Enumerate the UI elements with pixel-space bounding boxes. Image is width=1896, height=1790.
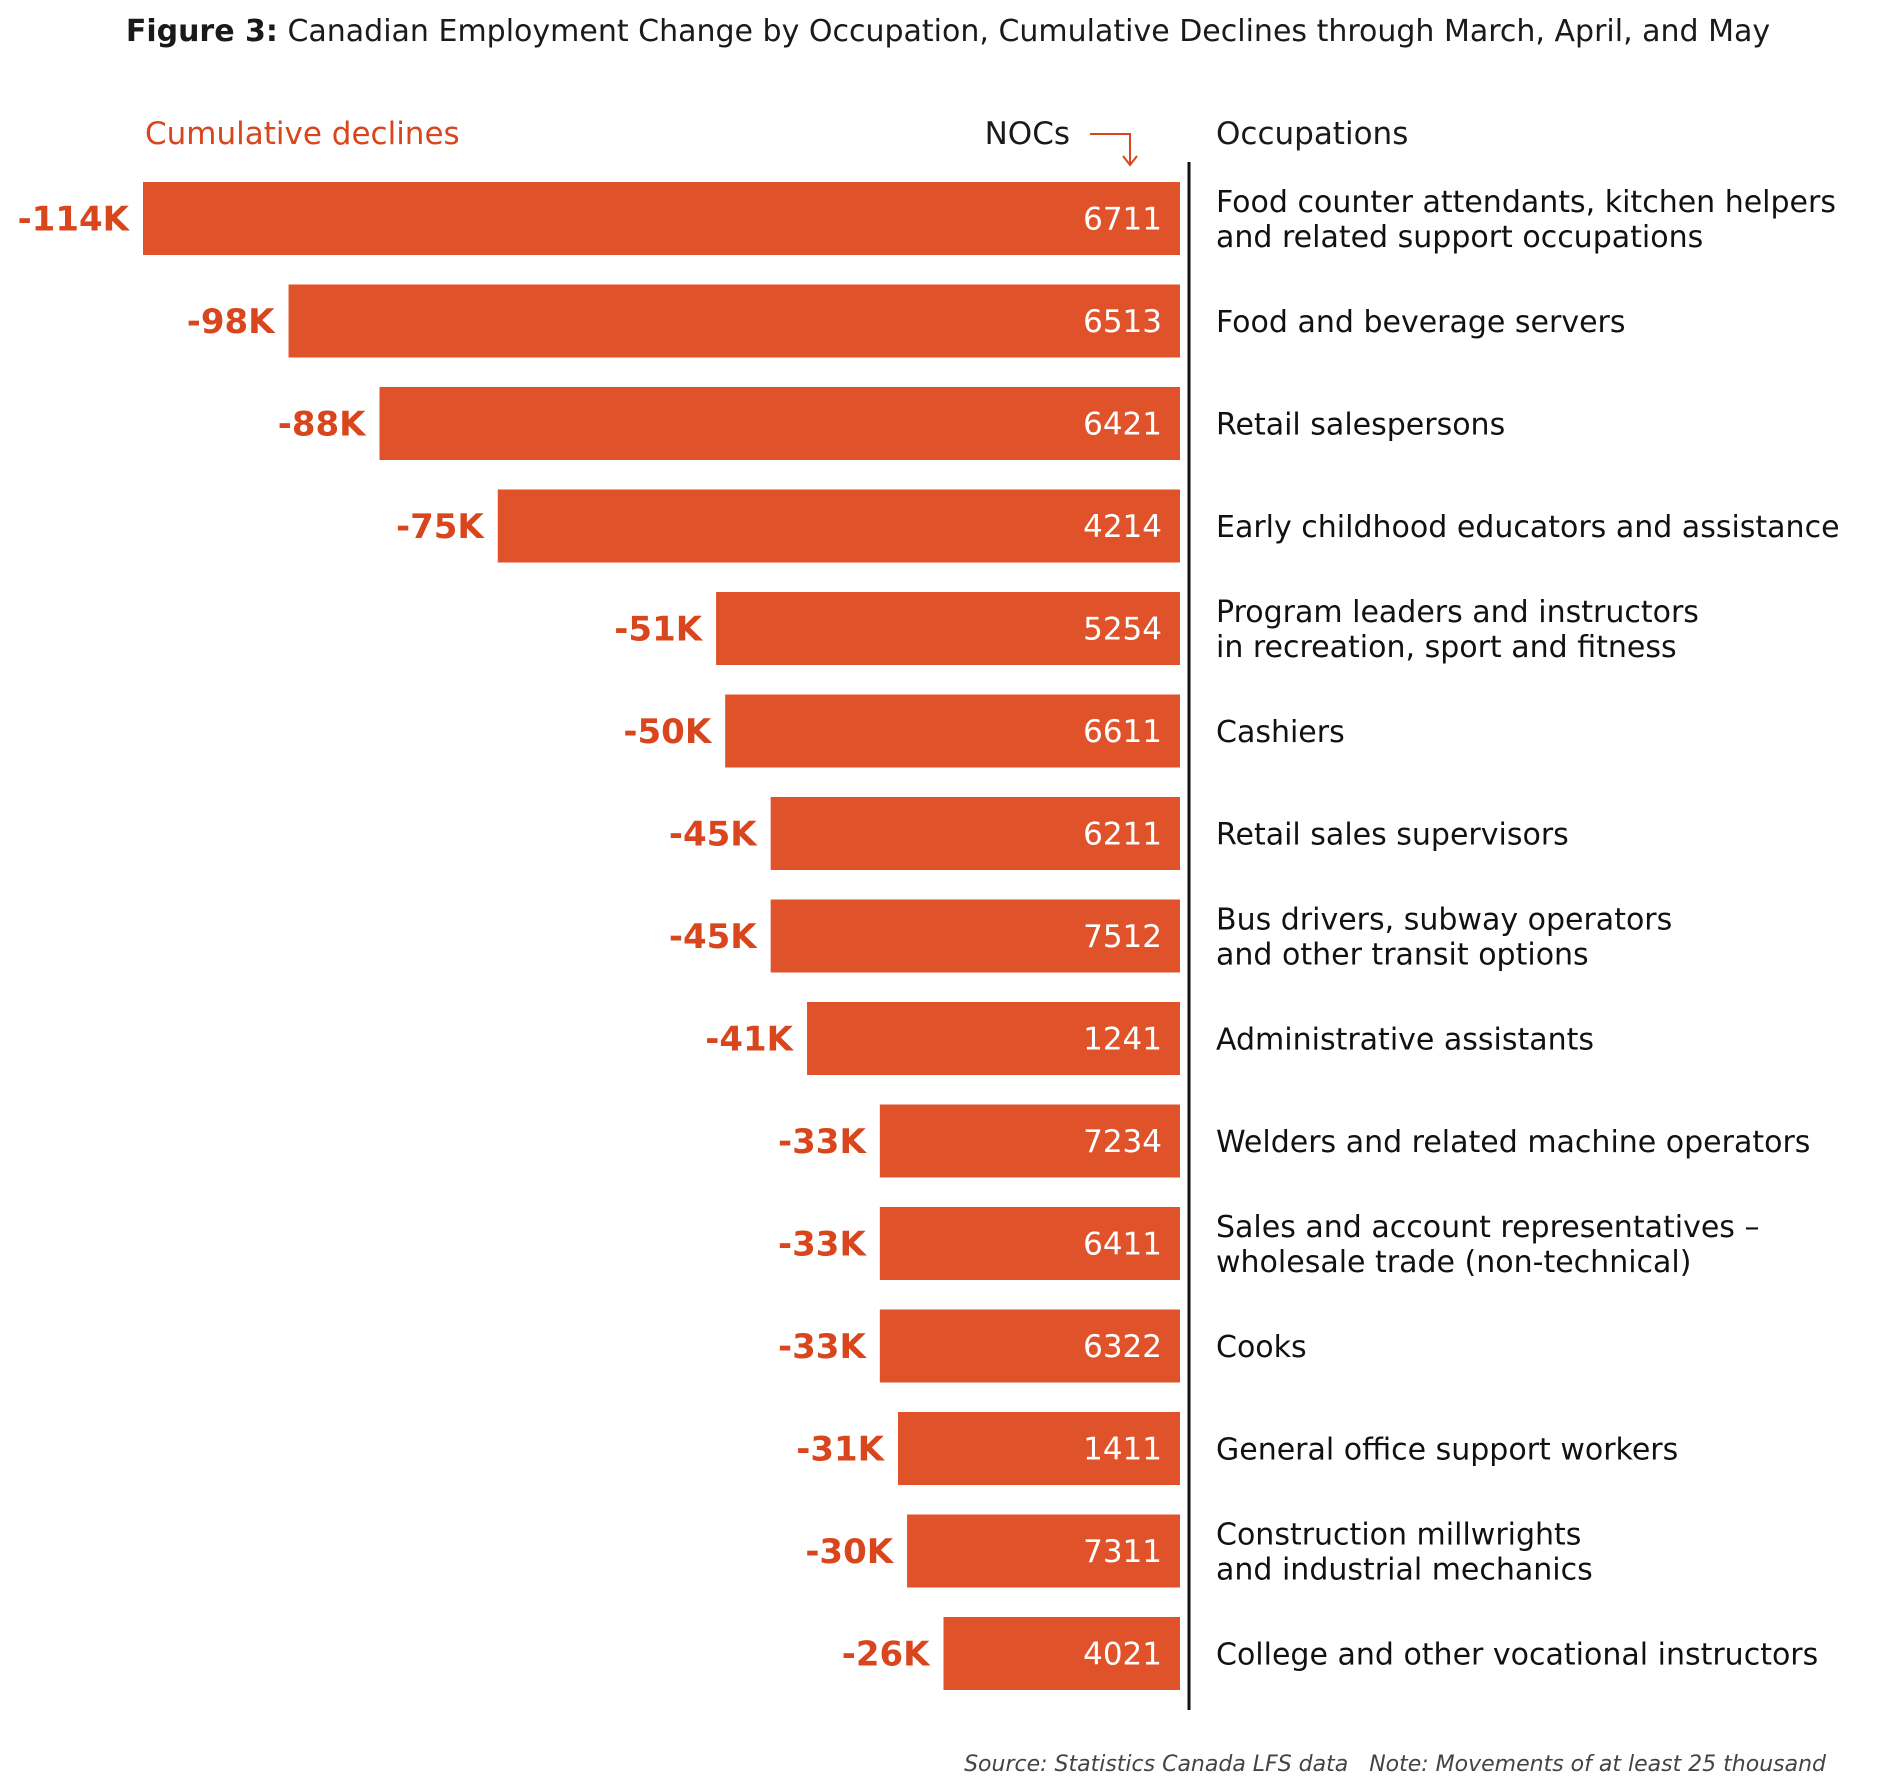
noc-label: 6211 bbox=[1083, 817, 1162, 853]
note-text: Note: Movements of at least 25 thousand bbox=[1369, 1752, 1826, 1777]
bar-7311 bbox=[907, 1514, 1180, 1588]
value-label: -88K bbox=[278, 405, 367, 445]
value-label: -33K bbox=[778, 1327, 867, 1367]
occupation-label: Bus drivers, subway operators bbox=[1216, 903, 1672, 938]
bar-6421 bbox=[379, 387, 1180, 460]
bar-6322 bbox=[879, 1309, 1180, 1383]
occupation-label: in recreation, sport and fitness bbox=[1216, 630, 1677, 665]
header-nocs: NOCs bbox=[985, 116, 1070, 152]
bar-6611 bbox=[725, 694, 1180, 768]
value-label: -75K bbox=[396, 507, 485, 547]
occupation-label: Food and beverage servers bbox=[1216, 305, 1626, 340]
bars-group: 6711 -114K Food counter attendants, kitche… bbox=[18, 182, 1840, 1690]
noc-label: 6322 bbox=[1083, 1329, 1162, 1365]
value-label: -51K bbox=[614, 610, 703, 650]
occupation-label: and related support occupations bbox=[1216, 220, 1703, 255]
occupation-label: and industrial mechanics bbox=[1216, 1553, 1593, 1588]
value-label: -26K bbox=[842, 1635, 931, 1675]
occupation-label: Cooks bbox=[1216, 1330, 1307, 1365]
occupation-label: Sales and account representatives – bbox=[1216, 1210, 1759, 1245]
bar-6411 bbox=[879, 1207, 1180, 1280]
noc-label: 4021 bbox=[1083, 1637, 1162, 1673]
chart-title: Figure 3: Canadian Employment Change by … bbox=[0, 14, 1896, 49]
value-label: -30K bbox=[805, 1532, 894, 1572]
value-label: -45K bbox=[669, 917, 758, 957]
bar-4214 bbox=[497, 489, 1180, 563]
value-label: -33K bbox=[778, 1225, 867, 1265]
bar-6211 bbox=[770, 797, 1180, 870]
occupation-label: Early childhood educators and assistance bbox=[1216, 510, 1840, 545]
footer: Source: Statistics Canada LFS data Note:… bbox=[964, 1752, 1826, 1777]
figure-title-text: Canadian Employment Change by Occupation… bbox=[277, 14, 1771, 49]
bar-4021 bbox=[943, 1617, 1180, 1690]
bar-7234 bbox=[879, 1104, 1180, 1178]
occupation-label: Cashiers bbox=[1216, 715, 1345, 750]
noc-label: 4214 bbox=[1083, 509, 1162, 545]
value-label: -98K bbox=[187, 302, 276, 342]
occupation-label: Administrative assistants bbox=[1216, 1023, 1594, 1058]
bar-6513 bbox=[288, 284, 1181, 358]
bar-7512 bbox=[770, 899, 1180, 973]
noc-label: 6411 bbox=[1083, 1227, 1162, 1263]
noc-label: 6611 bbox=[1083, 714, 1162, 750]
bar-6711 bbox=[143, 182, 1180, 255]
bar-1411 bbox=[898, 1412, 1180, 1485]
noc-label: 1241 bbox=[1083, 1022, 1162, 1058]
occupation-label: College and other vocational instructors bbox=[1216, 1638, 1818, 1673]
source-text: Source: Statistics Canada LFS data bbox=[964, 1752, 1349, 1777]
occupation-label: Welders and related machine operators bbox=[1216, 1125, 1810, 1160]
bar-5254 bbox=[716, 592, 1180, 665]
occupation-label: and other transit options bbox=[1216, 938, 1589, 973]
nocs-arrow-icon bbox=[1090, 133, 1138, 167]
noc-label: 6513 bbox=[1083, 304, 1162, 340]
occupation-label: wholesale trade (non-technical) bbox=[1216, 1245, 1691, 1280]
value-label: -114K bbox=[18, 200, 131, 240]
noc-label: 6711 bbox=[1083, 202, 1162, 238]
value-label: -45K bbox=[669, 815, 758, 855]
header-cumulative-declines: Cumulative declines bbox=[145, 116, 460, 152]
value-label: -41K bbox=[705, 1020, 794, 1060]
noc-label: 7234 bbox=[1083, 1124, 1162, 1160]
noc-label: 6421 bbox=[1083, 407, 1162, 443]
occupation-label: Program leaders and instructors bbox=[1216, 595, 1699, 630]
header-occupations: Occupations bbox=[1216, 116, 1408, 152]
noc-label: 5254 bbox=[1083, 612, 1162, 648]
value-label: -50K bbox=[623, 712, 712, 752]
figure-label: Figure 3: bbox=[125, 14, 278, 49]
occupation-label: Construction millwrights bbox=[1216, 1518, 1581, 1553]
occupation-label: General office support workers bbox=[1216, 1433, 1678, 1468]
noc-label: 7512 bbox=[1083, 919, 1162, 955]
value-label: -33K bbox=[778, 1122, 867, 1162]
bar-1241 bbox=[807, 1002, 1180, 1075]
noc-label: 1411 bbox=[1083, 1432, 1162, 1468]
value-label: -31K bbox=[796, 1430, 885, 1470]
noc-label: 7311 bbox=[1083, 1534, 1162, 1570]
occupation-label: Retail salespersons bbox=[1216, 408, 1505, 443]
occupation-label: Retail sales supervisors bbox=[1216, 818, 1569, 853]
occupation-label: Food counter attendants, kitchen helpers bbox=[1216, 185, 1836, 220]
